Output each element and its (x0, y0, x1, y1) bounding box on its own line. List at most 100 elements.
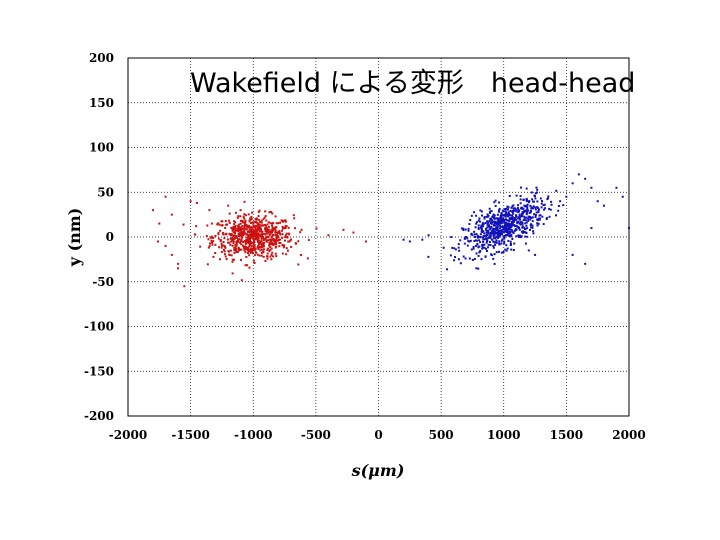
scatter-point (206, 224, 209, 227)
scatter-point (233, 246, 236, 249)
scatter-point (519, 223, 522, 226)
scatter-point (250, 218, 253, 221)
scatter-point (514, 208, 517, 211)
scatter-point (475, 222, 478, 225)
scatter-point (518, 222, 521, 225)
scatter-point (523, 231, 526, 234)
scatter-point (277, 222, 280, 225)
scatter-point (230, 226, 233, 229)
scatter-point (195, 201, 198, 204)
scatter-point (293, 217, 296, 220)
scatter-point (492, 228, 495, 231)
scatter-point (247, 238, 250, 241)
x-tick-labels: -2000 -1500 -1000 -500 0 500 1000 1500 2000 (109, 428, 646, 442)
scatter-point (238, 232, 241, 235)
scatter-point (473, 239, 476, 242)
scatter-point (510, 225, 513, 228)
scatter-point (177, 262, 180, 265)
scatter-point (522, 198, 525, 201)
scatter-point (275, 222, 278, 225)
scatter-point (500, 217, 503, 220)
scatter-point (499, 225, 502, 228)
scatter-point (485, 237, 488, 240)
scatter-point (285, 220, 288, 223)
scatter-point (287, 226, 290, 229)
scatter-point (494, 237, 497, 240)
scatter-point (245, 233, 248, 236)
scatter-point (250, 215, 253, 218)
scatter-point (253, 244, 256, 247)
scatter-point (244, 242, 247, 245)
scatter-point (526, 203, 529, 206)
scatter-point (278, 238, 281, 241)
scatter-point (510, 228, 513, 231)
scatter-point (520, 220, 523, 223)
scatter-point (275, 255, 278, 258)
scatter-point (477, 226, 480, 229)
scatter-point (495, 227, 498, 230)
scatter-point (207, 238, 210, 241)
scatter-point (212, 236, 215, 239)
scatter-point (229, 234, 232, 237)
scatter-point (228, 212, 231, 215)
scatter-point (157, 240, 160, 243)
scatter-point (532, 207, 535, 210)
scatter-point (264, 236, 267, 239)
scatter-point (233, 237, 236, 240)
scatter-point (562, 204, 565, 207)
scatter-point (519, 195, 522, 198)
scatter-point (240, 248, 243, 251)
scatter-point (257, 233, 260, 236)
scatter-point (508, 234, 511, 237)
scatter-point (251, 252, 254, 255)
scatter-point (519, 198, 522, 201)
scatter-point (507, 206, 510, 209)
scatter-point (257, 247, 260, 250)
scatter-point (193, 233, 196, 236)
scatter-point (493, 237, 496, 240)
x-tick-label: -1000 (234, 428, 272, 442)
scatter-point (241, 221, 244, 224)
scatter-point (243, 224, 246, 227)
scatter-point (471, 258, 474, 261)
scatter-point (510, 216, 513, 219)
scatter-point (270, 236, 273, 239)
scatter-point (489, 232, 492, 235)
scatter-point (512, 231, 515, 234)
scatter-point (497, 237, 500, 240)
scatter-point (487, 243, 490, 246)
scatter-point (223, 253, 226, 256)
scatter-point (498, 222, 501, 225)
scatter-point (503, 214, 506, 217)
scatter-point (235, 229, 238, 232)
scatter-point (285, 225, 288, 228)
scatter-point (498, 224, 501, 227)
scatter-point (208, 245, 211, 248)
scatter-point (493, 217, 496, 220)
scatter-point (223, 237, 226, 240)
scatter-point (271, 228, 274, 231)
scatter-point (248, 241, 251, 244)
scatter-point (232, 227, 235, 230)
scatter-point (271, 229, 274, 232)
scatter-point (525, 197, 528, 200)
scatter-point (254, 232, 257, 235)
scatter-point (250, 233, 253, 236)
scatter-point (502, 226, 505, 229)
scatter-point (487, 225, 490, 228)
scatter-point (255, 233, 258, 236)
scatter-point (251, 221, 254, 224)
scatter-point (262, 250, 265, 253)
scatter-point (519, 202, 522, 205)
scatter-point (483, 243, 486, 246)
scatter-point (218, 223, 221, 226)
scatter-point (211, 243, 214, 246)
scatter-point (531, 216, 534, 219)
scatter-point (271, 222, 274, 225)
scatter-point (484, 238, 487, 241)
scatter-point (502, 220, 505, 223)
scatter-point (251, 234, 254, 237)
scatter-point (489, 234, 492, 237)
scatter-point (538, 218, 541, 221)
scatter-point (496, 225, 499, 228)
